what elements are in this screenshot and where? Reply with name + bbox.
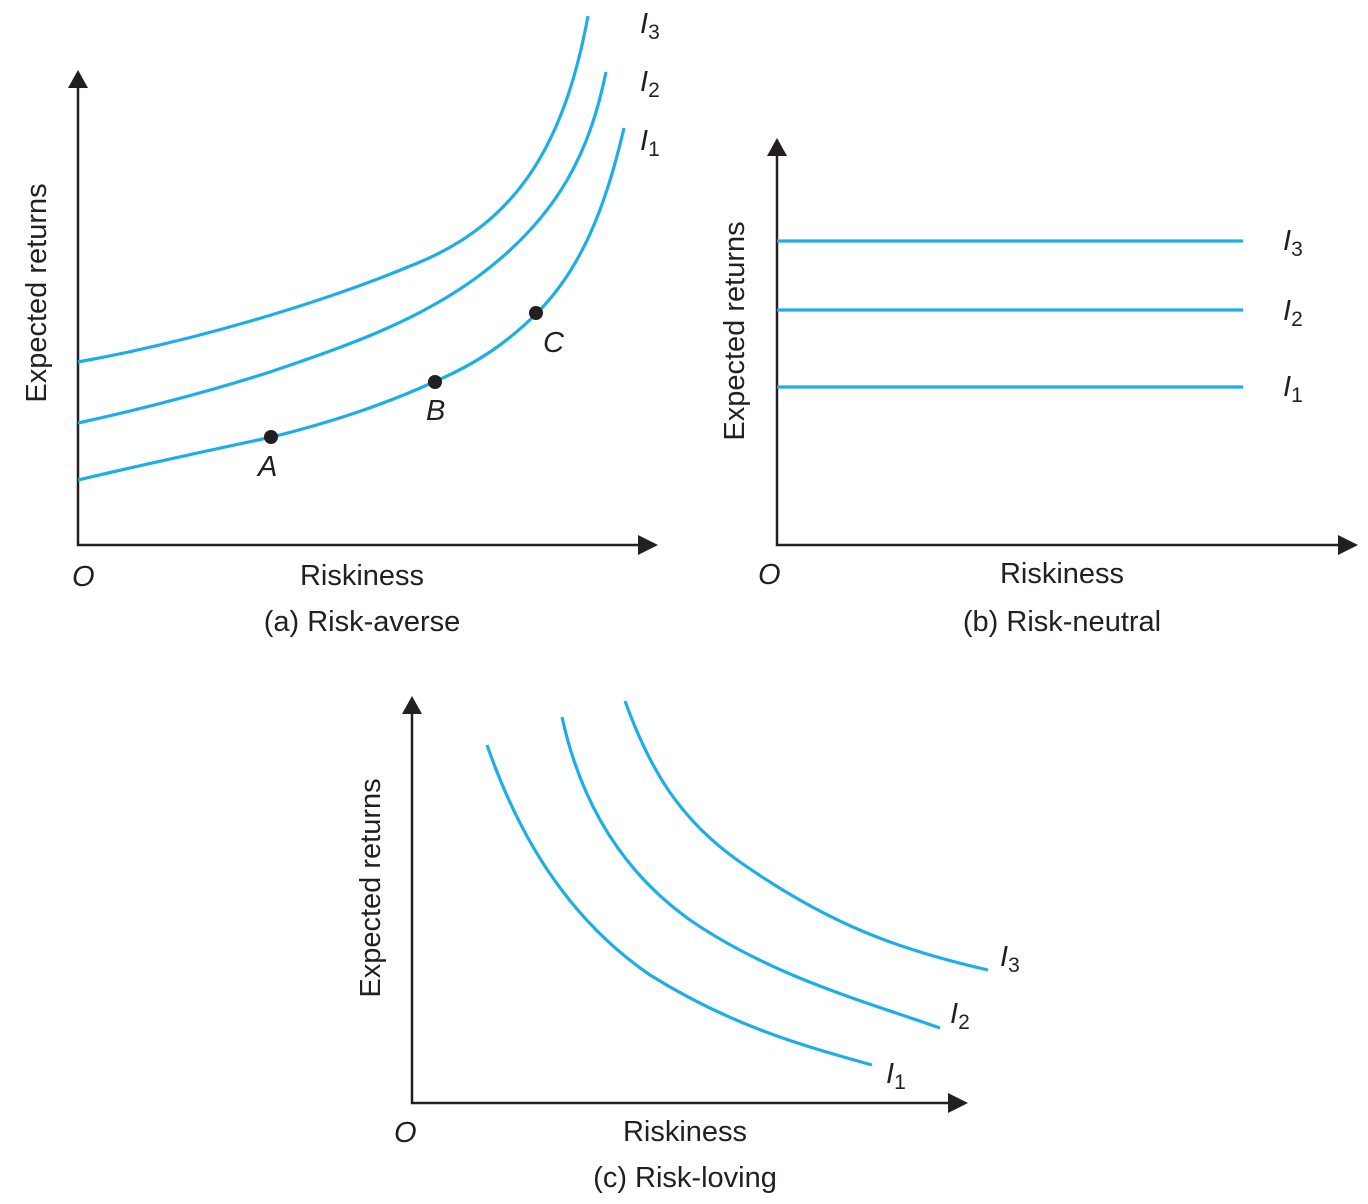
panel-c-x-axis-arrow (948, 1093, 968, 1113)
panel-b-curve-label-i3-letter: I (1283, 225, 1291, 257)
panel-c-curve-label-i1-letter: I (886, 1058, 894, 1090)
panel-a-curve-i1 (77, 127, 626, 482)
panel-c-curve-i1 (485, 744, 873, 1067)
panel-c-x-axis-label: Riskiness (623, 1116, 747, 1148)
panel-c-curve-label-i3: I3 (1000, 941, 1020, 977)
panel-a-curve-label-i3-letter: I (640, 8, 648, 40)
panel-b-curve-label-i3-sub: 3 (1291, 238, 1303, 261)
panel-b-origin-label: O (758, 559, 781, 591)
panel-a-curve-label-i1: I1 (640, 125, 660, 161)
panel-c-y-axis-label: Expected returns (355, 778, 387, 997)
panel-b-curve-label-i1: I1 (1283, 371, 1303, 407)
panel-a-curve-label-i3: I3 (640, 8, 660, 44)
panel-c-curve-label-i1: I1 (886, 1058, 906, 1094)
panel-c-curve-label-i2-letter: I (950, 998, 958, 1030)
panel-b-curve-label-i3: I3 (1283, 225, 1303, 261)
panel-a-point-c-label: C (543, 327, 565, 359)
panel-b-caption: (b) Risk-neutral (963, 606, 1161, 638)
panel-c-curve-label-i3-letter: I (1000, 941, 1008, 973)
panel-b-curve-label-i1-sub: 1 (1291, 384, 1303, 407)
panel-b-curve-label-i2-sub: 2 (1291, 308, 1303, 331)
panel-risk-neutral: I3 I2 I1 Expected returns Riskiness O (b… (719, 138, 1358, 638)
panel-c-curve-label-i1-sub: 1 (894, 1071, 906, 1094)
panel-c-curve-label-i2: I2 (950, 998, 970, 1034)
panel-a-point-b (428, 375, 442, 389)
panel-a-x-axis-label: Riskiness (300, 560, 424, 592)
panel-a-curve-label-i2-sub: 2 (648, 79, 660, 102)
panel-a-x-axis-arrow (638, 535, 658, 555)
panel-a-point-c (529, 306, 543, 320)
panel-b-y-axis-arrow (767, 138, 787, 156)
panel-b-x-axis-arrow (1338, 535, 1358, 555)
panel-a-curve-label-i1-sub: 1 (648, 138, 660, 161)
panel-c-caption: (c) Risk-loving (593, 1162, 777, 1194)
panel-a-origin-label: O (72, 561, 95, 593)
panel-b-x-axis-label: Riskiness (1000, 558, 1124, 590)
panel-c-curve-i2 (560, 716, 941, 1030)
panel-b-y-axis-label: Expected returns (719, 221, 751, 440)
panel-a-point-a-label: A (256, 451, 277, 483)
panel-c-origin-label: O (394, 1117, 417, 1149)
panel-a-curve-label-i2: I2 (640, 66, 660, 102)
panel-b-curve-label-i1-letter: I (1283, 371, 1291, 403)
panel-a-curve-label-i3-sub: 3 (648, 21, 660, 44)
panel-c-curve-i3 (623, 700, 989, 972)
panel-a-y-axis-label: Expected returns (21, 183, 53, 402)
panel-a-caption: (a) Risk-averse (264, 606, 461, 638)
panel-c-curve-label-i3-sub: 3 (1008, 954, 1020, 977)
panel-a-point-a (264, 430, 278, 444)
panel-b-curve-label-i2: I2 (1283, 295, 1303, 331)
panel-c-curve-label-i2-sub: 2 (958, 1011, 970, 1034)
panel-risk-averse: A B C I3 I2 I1 Expected returns Riskines… (21, 8, 660, 638)
panel-b-curve-label-i2-letter: I (1283, 295, 1291, 327)
panel-c-y-axis-arrow (402, 696, 422, 714)
panel-a-y-axis-arrow (68, 70, 88, 88)
panel-a-curve-i3 (77, 15, 590, 364)
panel-a-point-b-label: B (426, 395, 445, 427)
panel-a-curve-i2 (77, 71, 608, 425)
panel-a-curve-label-i2-letter: I (640, 66, 648, 98)
panel-a-curve-label-i1-letter: I (640, 125, 648, 157)
panel-risk-loving: I3 I2 I1 Expected returns Riskiness O (c… (355, 696, 1020, 1194)
